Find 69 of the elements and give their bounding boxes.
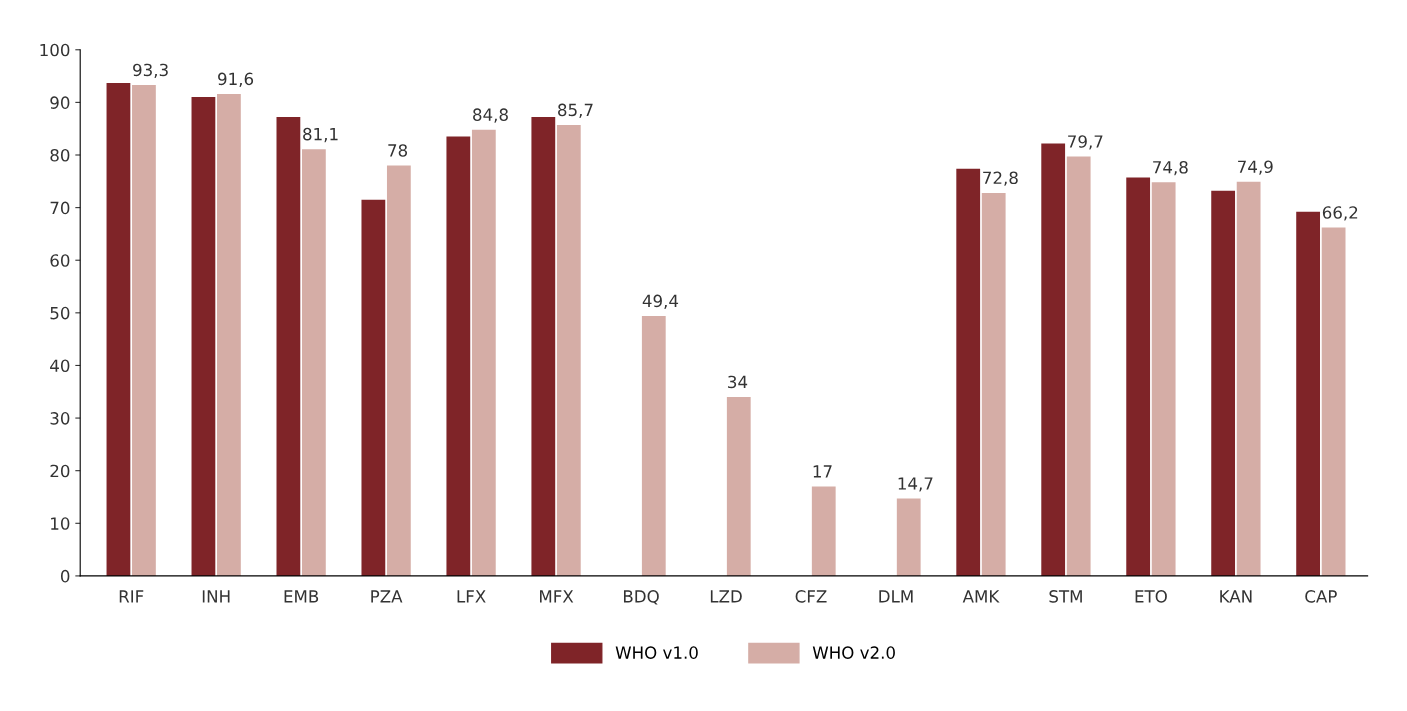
data-label: 81,1 (303, 127, 338, 143)
y-tick-label: 50 (50, 306, 70, 320)
x-tick-label: MFX (540, 590, 574, 603)
y-tick-label: 90 (50, 96, 70, 109)
x-tick-label: AMK (962, 590, 1000, 603)
y-tick-label: 100 (40, 43, 70, 57)
bar (641, 316, 666, 576)
x-tick-label: DLM (879, 590, 913, 603)
data-label: 91,6 (218, 72, 254, 87)
y-tick-label: 60 (50, 254, 70, 267)
bar (471, 129, 496, 576)
y-tick-label: 40 (50, 359, 70, 373)
y-tick-label: 20 (50, 464, 70, 478)
data-label: 74,9 (1238, 160, 1273, 175)
x-tick-label: RIF (119, 590, 144, 603)
bar (1126, 177, 1151, 576)
data-label: 49,4 (642, 294, 679, 309)
x-tick-label: ETO (1135, 590, 1167, 603)
legend-label: WHO v2.0 (812, 646, 895, 659)
bar (981, 192, 1006, 576)
y-tick-label: 70 (50, 201, 70, 215)
data-label: 72,8 (983, 171, 1018, 186)
bar (556, 125, 581, 576)
legend-label: WHO v1.0 (615, 646, 698, 659)
x-tick-label: STM (1049, 590, 1082, 603)
bar (1211, 190, 1236, 576)
y-tick-label: 80 (50, 148, 70, 162)
bar (956, 168, 981, 576)
data-label: 74,8 (1153, 160, 1188, 176)
data-label: 66,2 (1322, 206, 1358, 221)
x-tick-label: PZA (371, 590, 403, 603)
bar (1041, 143, 1066, 576)
x-tick-label: KAN (1220, 590, 1252, 603)
bar (726, 397, 751, 576)
x-tick-label: INH (202, 590, 230, 603)
data-label: 14,7 (898, 477, 933, 492)
bar (1066, 156, 1091, 576)
bar (301, 149, 326, 576)
data-label: 17 (813, 465, 832, 478)
bar (217, 93, 241, 576)
x-tick-label: CFZ (795, 590, 827, 603)
data-label: 34 (728, 375, 748, 389)
bar (386, 165, 411, 576)
bar (811, 486, 836, 576)
y-tick-label: 30 (50, 412, 70, 425)
y-tick-label: 0 (60, 569, 70, 583)
bar (276, 117, 301, 576)
data-label: 85,7 (558, 103, 593, 118)
x-tick-label: LZD (710, 590, 742, 603)
bar (531, 117, 556, 576)
x-tick-label: EMB (284, 590, 319, 603)
bar (361, 199, 386, 576)
x-tick-label: LFX (457, 590, 486, 603)
data-label: 78 (388, 144, 408, 157)
bar (132, 85, 156, 576)
bar (1321, 227, 1346, 576)
bar (1296, 211, 1321, 576)
bar (446, 136, 471, 576)
data-label: 84,8 (473, 108, 508, 123)
bar (106, 82, 131, 576)
bar (1151, 182, 1176, 576)
y-tick-label: 10 (51, 517, 70, 530)
bar (191, 97, 216, 576)
data-label: 79,7 (1068, 135, 1103, 150)
x-tick-label: BDQ (623, 590, 659, 605)
bar (896, 498, 921, 576)
x-tick-label: CAP (1305, 590, 1337, 603)
bar (1236, 181, 1261, 576)
data-label: 93,3 (133, 63, 168, 78)
